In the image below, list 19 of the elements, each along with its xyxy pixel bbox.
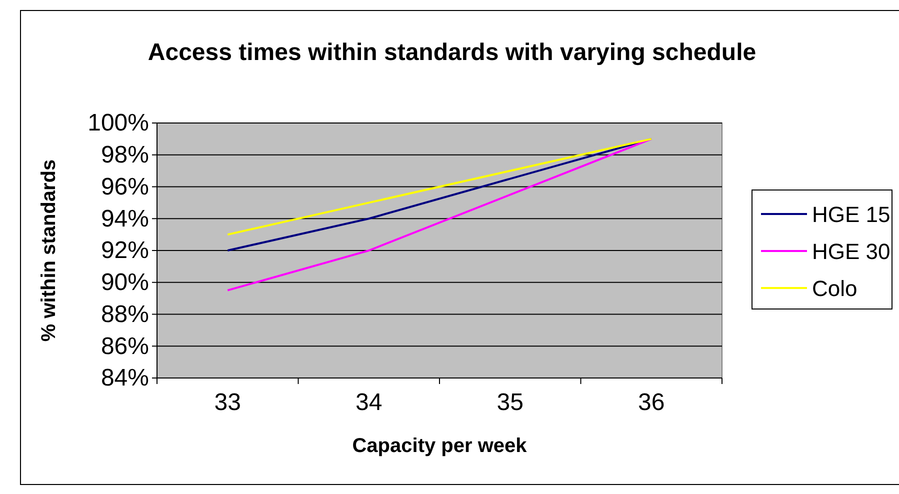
legend-label: HGE 15 xyxy=(812,202,890,227)
chart-title: Access times within standards with varying schedule xyxy=(148,39,756,66)
x-tick-label: 33 xyxy=(214,388,241,416)
y-tick-label: 100% xyxy=(88,110,149,137)
y-tick-label: 92% xyxy=(100,237,149,264)
y-tick-label: 94% xyxy=(100,205,149,232)
y-tick-label: 86% xyxy=(100,332,149,360)
y-tick-label: 88% xyxy=(100,300,149,328)
x-axis-title: Capacity per week xyxy=(352,435,528,457)
y-tick-label: 98% xyxy=(100,142,149,169)
x-tick-label: 36 xyxy=(638,388,665,416)
x-tick-label: 35 xyxy=(496,388,524,416)
y-tick-label: 84% xyxy=(100,364,149,392)
legend-label: Colo xyxy=(812,276,858,301)
legend-label: HGE 30 xyxy=(812,239,890,264)
y-axis-title: % within standards xyxy=(38,159,60,342)
y-tick-label: 96% xyxy=(100,173,149,200)
y-tick-label: 90% xyxy=(100,269,149,296)
x-tick-label: 34 xyxy=(356,388,382,416)
